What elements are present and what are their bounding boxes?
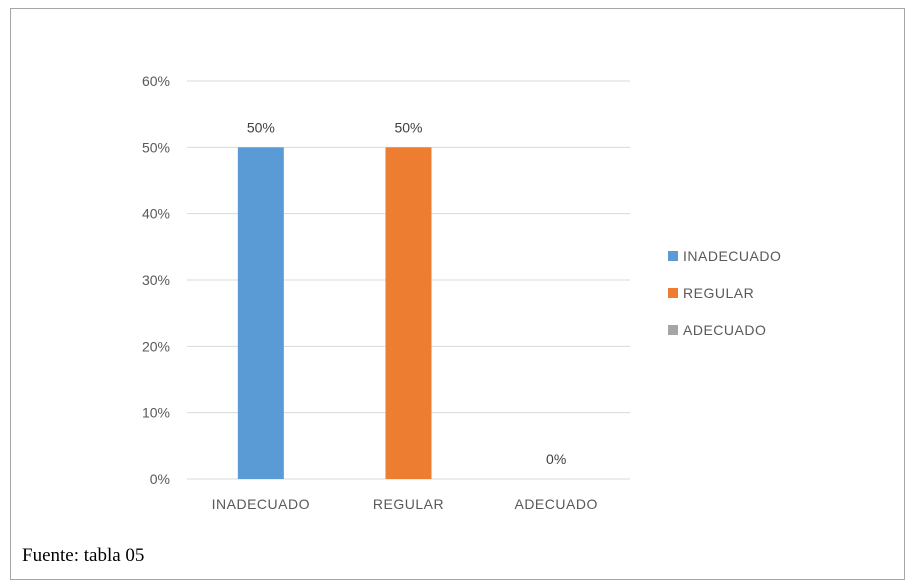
x-tick-label: REGULAR: [373, 496, 444, 512]
legend-label: REGULAR: [683, 285, 754, 301]
legend-label: INADECUADO: [683, 248, 781, 264]
data-label: 0%: [546, 451, 566, 467]
legend-swatch: [668, 325, 678, 335]
y-tick-label: 10%: [142, 405, 170, 421]
y-tick-label: 50%: [142, 139, 170, 155]
legend-swatch: [668, 251, 678, 261]
data-label: 50%: [394, 119, 422, 135]
y-tick-label: 60%: [142, 73, 170, 89]
y-tick-label: 40%: [142, 206, 170, 222]
y-tick-label: 0%: [150, 471, 170, 487]
x-tick-label: INADECUADO: [212, 496, 310, 512]
bar: [385, 147, 432, 480]
data-label: 50%: [247, 119, 275, 135]
y-tick-label: 30%: [142, 272, 170, 288]
legend-swatch: [668, 288, 678, 298]
legend-label: ADECUADO: [683, 322, 766, 338]
x-tick-label: ADECUADO: [514, 496, 597, 512]
source-note: Fuente: tabla 05: [22, 545, 145, 566]
bar: [237, 147, 284, 480]
chart-frame: [10, 8, 905, 580]
y-tick-label: 20%: [142, 338, 170, 354]
